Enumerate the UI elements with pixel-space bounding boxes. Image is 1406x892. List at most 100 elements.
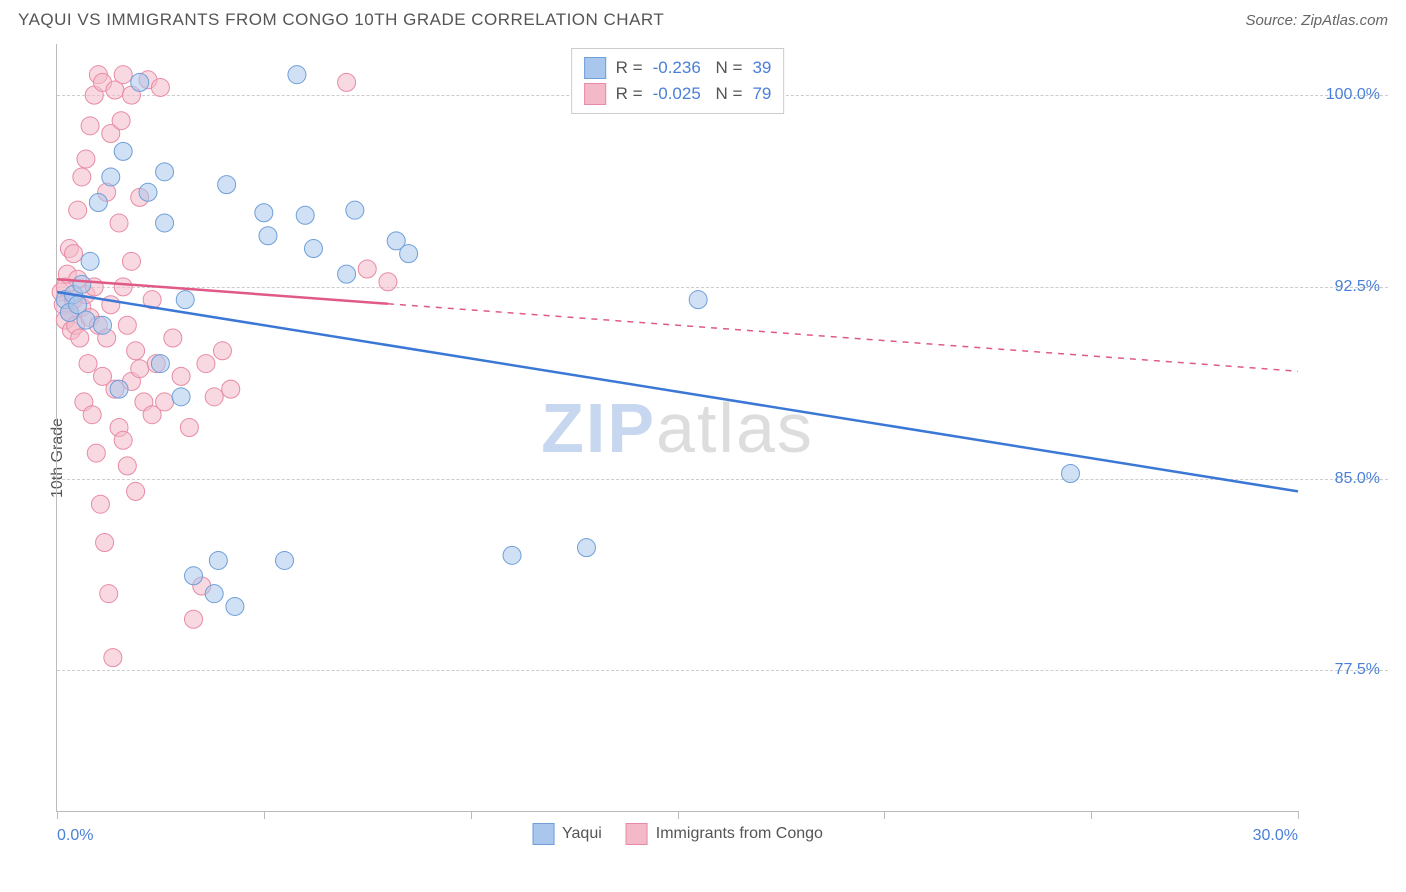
data-point bbox=[156, 163, 174, 181]
data-point bbox=[176, 291, 194, 309]
data-point bbox=[104, 649, 122, 667]
data-point bbox=[81, 252, 99, 270]
data-point bbox=[151, 355, 169, 373]
legend-row-yaqui: R = -0.236 N = 39 bbox=[584, 55, 772, 81]
x-tick-label: 0.0% bbox=[57, 827, 93, 845]
data-point bbox=[346, 201, 364, 219]
data-point bbox=[73, 168, 91, 186]
chart-container: 10th Grade ZIPatlas R = -0.236 N = 39 R … bbox=[18, 44, 1388, 872]
y-tick-label: 92.5% bbox=[1335, 278, 1380, 296]
data-point bbox=[259, 227, 277, 245]
data-point bbox=[114, 66, 132, 84]
y-tick-label: 85.0% bbox=[1335, 470, 1380, 488]
legend-r-value-congo: -0.025 bbox=[653, 84, 701, 104]
data-point bbox=[73, 275, 91, 293]
data-point bbox=[503, 546, 521, 564]
legend-swatch-congo-bottom bbox=[626, 823, 648, 845]
data-point bbox=[87, 444, 105, 462]
trend-line-dashed bbox=[388, 304, 1298, 371]
data-point bbox=[185, 610, 203, 628]
data-point bbox=[205, 585, 223, 603]
data-point bbox=[83, 406, 101, 424]
legend-swatch-yaqui bbox=[584, 57, 606, 79]
data-point bbox=[114, 278, 132, 296]
plot-area: ZIPatlas R = -0.236 N = 39 R = -0.025 N … bbox=[56, 44, 1298, 812]
data-point bbox=[127, 482, 145, 500]
data-point bbox=[110, 380, 128, 398]
data-point bbox=[218, 176, 236, 194]
y-tick-label: 100.0% bbox=[1326, 86, 1380, 104]
data-point bbox=[131, 360, 149, 378]
data-point bbox=[358, 260, 376, 278]
legend-swatch-congo bbox=[584, 83, 606, 105]
data-point bbox=[79, 355, 97, 373]
data-point bbox=[172, 367, 190, 385]
data-point bbox=[139, 183, 157, 201]
data-point bbox=[209, 551, 227, 569]
legend-label-yaqui: Yaqui bbox=[562, 825, 602, 843]
data-point bbox=[114, 142, 132, 160]
data-point bbox=[118, 457, 136, 475]
data-point bbox=[102, 168, 120, 186]
x-tick bbox=[264, 811, 265, 819]
data-point bbox=[131, 73, 149, 91]
data-point bbox=[185, 567, 203, 585]
data-point bbox=[89, 194, 107, 212]
data-point bbox=[205, 388, 223, 406]
data-point bbox=[304, 240, 322, 258]
legend-r-label: R = bbox=[616, 58, 643, 78]
legend-item-congo: Immigrants from Congo bbox=[626, 823, 823, 845]
data-point bbox=[296, 206, 314, 224]
x-tick bbox=[884, 811, 885, 819]
data-point bbox=[81, 117, 99, 135]
x-tick bbox=[471, 811, 472, 819]
data-point bbox=[65, 245, 83, 263]
x-tick bbox=[1091, 811, 1092, 819]
data-point bbox=[276, 551, 294, 569]
data-point bbox=[400, 245, 418, 263]
legend-r-label: R = bbox=[616, 84, 643, 104]
legend-n-label: N = bbox=[711, 58, 743, 78]
data-point bbox=[114, 431, 132, 449]
legend-n-value-yaqui: 39 bbox=[752, 58, 771, 78]
data-point bbox=[91, 495, 109, 513]
data-point bbox=[122, 252, 140, 270]
data-point bbox=[100, 585, 118, 603]
y-tick-label: 77.5% bbox=[1335, 661, 1380, 679]
legend-swatch-yaqui-bottom bbox=[532, 823, 554, 845]
x-tick bbox=[57, 811, 58, 819]
data-point bbox=[338, 265, 356, 283]
data-point bbox=[77, 150, 95, 168]
correlation-legend: R = -0.236 N = 39 R = -0.025 N = 79 bbox=[571, 48, 785, 114]
legend-label-congo: Immigrants from Congo bbox=[656, 825, 823, 843]
data-point bbox=[1061, 465, 1079, 483]
data-point bbox=[112, 112, 130, 130]
legend-n-label: N = bbox=[711, 84, 743, 104]
series-legend: Yaqui Immigrants from Congo bbox=[532, 823, 823, 845]
chart-header: YAQUI VS IMMIGRANTS FROM CONGO 10TH GRAD… bbox=[0, 0, 1406, 38]
data-point bbox=[164, 329, 182, 347]
chart-source: Source: ZipAtlas.com bbox=[1245, 12, 1388, 29]
data-point bbox=[222, 380, 240, 398]
data-point bbox=[180, 419, 198, 437]
data-point bbox=[94, 316, 112, 334]
x-tick bbox=[1298, 811, 1299, 819]
data-point bbox=[338, 73, 356, 91]
data-point bbox=[213, 342, 231, 360]
data-point bbox=[127, 342, 145, 360]
data-point bbox=[156, 393, 174, 411]
data-point bbox=[255, 204, 273, 222]
legend-row-congo: R = -0.025 N = 79 bbox=[584, 81, 772, 107]
data-point bbox=[77, 311, 95, 329]
chart-title: YAQUI VS IMMIGRANTS FROM CONGO 10TH GRAD… bbox=[18, 10, 664, 30]
data-point bbox=[156, 214, 174, 232]
x-tick-label: 30.0% bbox=[1253, 827, 1298, 845]
data-point bbox=[172, 388, 190, 406]
data-point bbox=[69, 201, 87, 219]
data-point bbox=[288, 66, 306, 84]
trend-line bbox=[57, 292, 1298, 491]
data-point bbox=[226, 597, 244, 615]
data-point bbox=[96, 534, 114, 552]
x-tick bbox=[678, 811, 679, 819]
data-point bbox=[110, 214, 128, 232]
